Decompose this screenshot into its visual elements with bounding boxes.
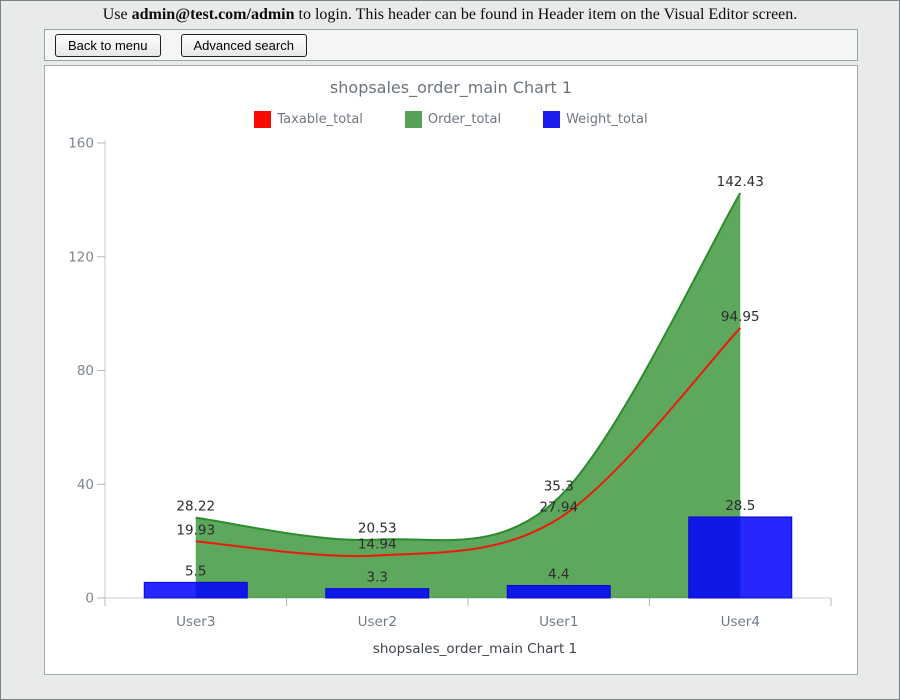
legend-swatch-green — [404, 111, 422, 128]
bar-user3 — [143, 581, 248, 599]
x-axis-title: shopsales_order_main Chart 1 — [373, 641, 577, 657]
data-label: 94.95 — [721, 309, 760, 325]
y-axis-tick-label: 80 — [77, 363, 94, 379]
bar-user1 — [506, 584, 611, 599]
y-axis-tick-label: 40 — [77, 477, 94, 493]
data-label: 4.4 — [548, 566, 569, 582]
chart-legend: Taxable_total Order_total Weight_total — [45, 111, 857, 128]
data-label: 142.43 — [717, 174, 764, 190]
category-label: User2 — [358, 614, 397, 630]
legend-item-order-total[interactable]: Order_total — [404, 111, 502, 128]
legend-item-taxable-total[interactable]: Taxable_total — [254, 111, 363, 128]
data-label: 3.3 — [367, 570, 388, 586]
data-label: 27.94 — [539, 500, 578, 516]
data-label: 14.94 — [358, 537, 397, 553]
category-label: User1 — [539, 614, 578, 630]
legend-label: Order_total — [427, 112, 502, 127]
data-label: 20.53 — [358, 521, 397, 537]
site-header: Use admin@test.com/admin to login. This … — [1, 6, 899, 24]
y-axis-tick-label: 0 — [85, 591, 94, 607]
data-label: 5.5 — [185, 563, 206, 579]
chart-plot: 0 40 80 120 160 User3 User2 User1 User4 shopsales… — [68, 136, 832, 657]
legend-item-weight-total[interactable]: Weight_total — [543, 111, 648, 128]
data-label: 19.93 — [176, 522, 215, 538]
legend-label: Weight_total — [566, 112, 648, 127]
header-text-prefix: Use — [102, 6, 132, 23]
header-credentials: admin@test.com/admin — [131, 6, 295, 23]
y-axis-tick-label: 120 — [68, 249, 94, 265]
toolbar: Back to menu Advanced search — [44, 29, 858, 61]
chart-title: shopsales_order_main Chart 1 — [329, 78, 573, 97]
chart-card: shopsales_order_main Chart 1 Taxable_tot… — [44, 65, 858, 675]
data-label: 28.5 — [725, 498, 755, 514]
category-label: User4 — [721, 614, 760, 630]
category-label: User3 — [176, 614, 215, 630]
bar-user4 — [688, 516, 793, 599]
legend-label: Taxable_total — [277, 112, 363, 127]
data-label: 35.3 — [544, 479, 574, 495]
area-series-border — [195, 192, 742, 542]
line-series-taxable_total — [195, 327, 742, 558]
back-to-menu-button[interactable]: Back to menu — [55, 33, 161, 57]
area-series-order_total — [195, 193, 741, 598]
bar-user2 — [325, 588, 430, 599]
legend-swatch-red — [254, 111, 272, 128]
advanced-search-button[interactable]: Advanced search — [180, 33, 307, 57]
data-label: 28.22 — [176, 499, 215, 515]
header-text-suffix: to login. This header can be found in He… — [294, 6, 798, 23]
y-axis-tick-label: 160 — [68, 136, 94, 152]
legend-swatch-blue — [543, 111, 561, 128]
